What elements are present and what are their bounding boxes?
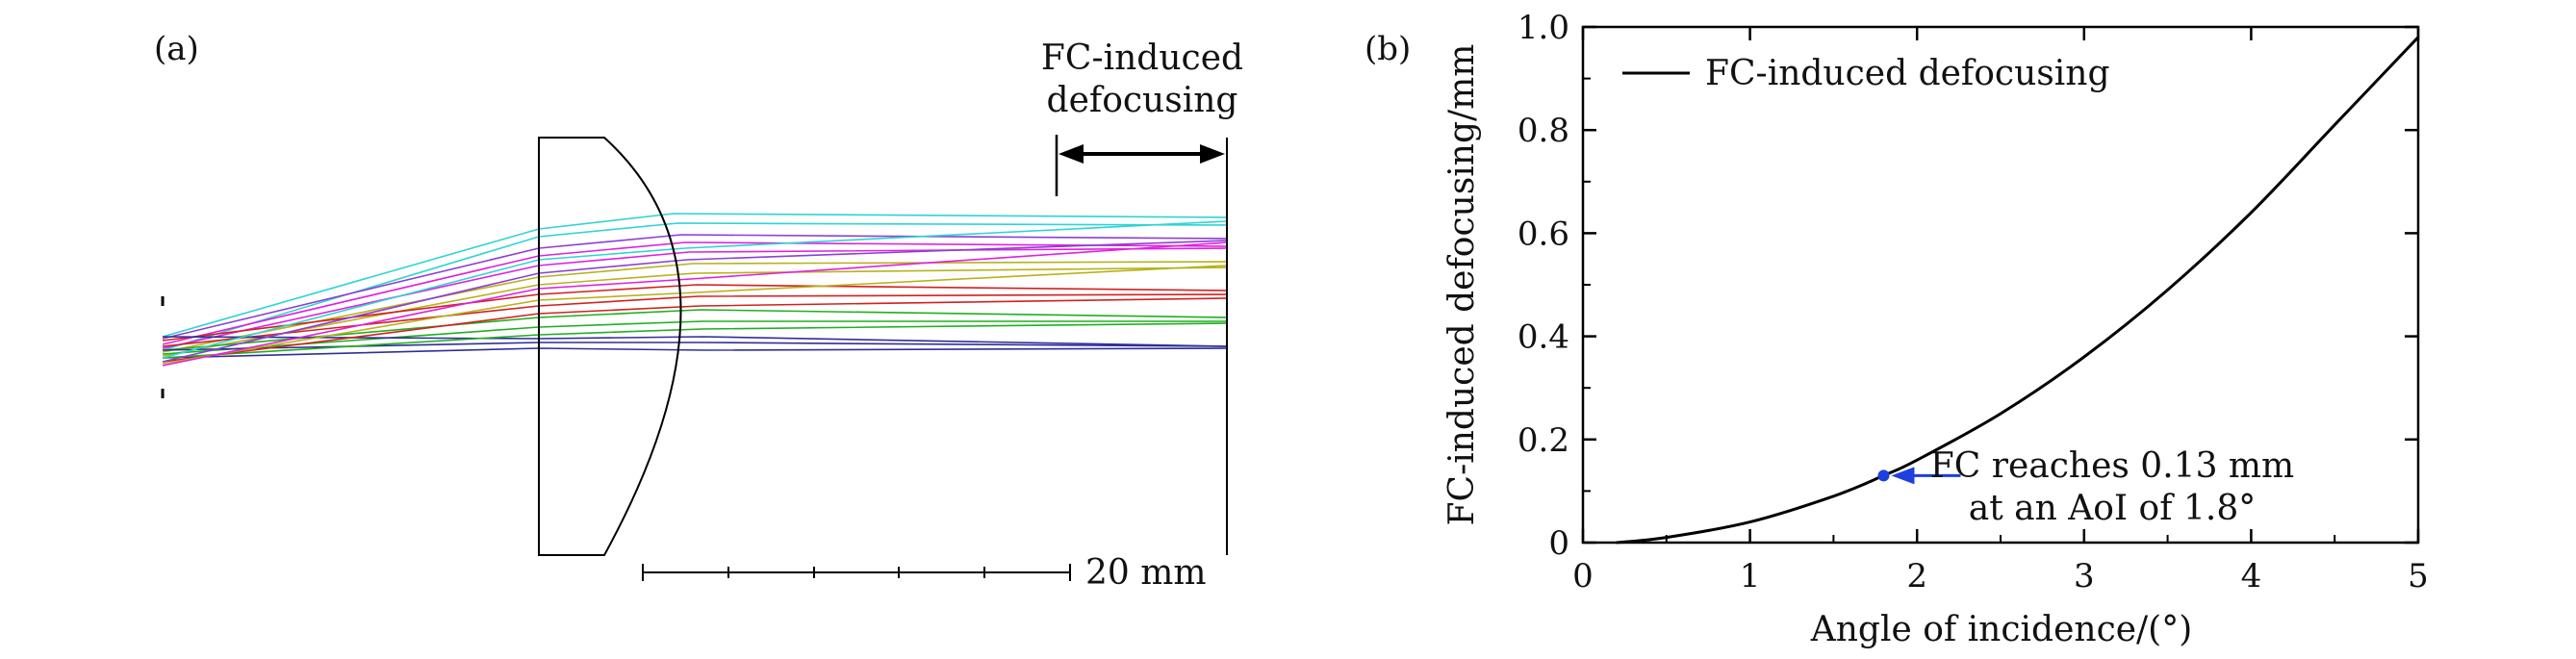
- ray: [162, 320, 1227, 355]
- x-tick-label: 5: [2408, 557, 2429, 596]
- panel-a-ray-diagram: (a) FC-induced defocusing 20 mm: [154, 30, 1243, 593]
- y-tick-label: 1.0: [1518, 9, 1569, 47]
- y-axis-title: FC-induced defocusing/mm: [1442, 44, 1482, 526]
- y-tick-label: 0: [1548, 524, 1569, 563]
- ray: [162, 265, 1228, 365]
- y-axis-ticks: 0 0.2 0.4 0.6 0.8 1.0: [1518, 9, 2418, 563]
- ray: [162, 241, 1228, 367]
- ray: [162, 234, 1228, 340]
- scale-bar-label: 20 mm: [1085, 553, 1207, 593]
- ray: [162, 220, 1228, 359]
- legend-label: FC-induced defocusing: [1705, 54, 2110, 93]
- x-tick-label: 3: [2074, 557, 2095, 596]
- ray: [162, 293, 1228, 347]
- ray: [162, 347, 1228, 359]
- highlight-point-1.8deg: [1877, 469, 1890, 482]
- callout-arrowhead: [1891, 467, 1915, 485]
- x-tick-label: 1: [1740, 557, 1761, 596]
- ray: [162, 241, 1228, 345]
- ray: [162, 297, 1228, 363]
- ray: [162, 261, 1228, 353]
- defocus-arrowhead-right: [1200, 144, 1225, 164]
- x-tick-label: 2: [1906, 557, 1927, 596]
- y-tick-label: 0.4: [1518, 318, 1569, 357]
- panel-a-label: (a): [154, 30, 199, 68]
- callout-text-line1: FC reaches 0.13 mm: [1930, 446, 2294, 486]
- x-axis-title: Angle of incidence/(°): [1810, 610, 2193, 649]
- x-tick-label: 0: [1572, 557, 1594, 596]
- ray: [162, 213, 1228, 338]
- defocus-arrowhead-left: [1058, 144, 1084, 164]
- plano-convex-lens: [538, 137, 682, 556]
- ray: [162, 266, 1228, 357]
- y-tick-label: 0.2: [1518, 421, 1569, 460]
- ray: [162, 240, 1228, 363]
- defocus-annotation-line2: defocusing: [1047, 81, 1238, 120]
- y-tick-label: 0.6: [1518, 215, 1569, 253]
- y-tick-label: 0.8: [1518, 112, 1569, 150]
- panel-b-chart: (b) 0 1 2 3 4 5 0 0.2 0.4 0.6 0.8 1.0 FC reaches 0…: [1365, 9, 2429, 649]
- series-line-fc-defocusing: [1616, 36, 2420, 545]
- ray: [162, 309, 1228, 351]
- ray: [162, 322, 1228, 359]
- callout-text-line2: at an AoI of 1.8°: [1969, 489, 2257, 528]
- defocus-annotation-line1: FC-induced: [1041, 38, 1243, 78]
- x-tick-label: 4: [2241, 557, 2262, 596]
- panel-b-label: (b): [1365, 30, 1411, 68]
- ray-bundle: [162, 213, 1228, 367]
- scale-bar: [642, 564, 1071, 581]
- x-axis-ticks: 0 1 2 3 4 5: [1572, 27, 2429, 596]
- legend: FC-induced defocusing: [1622, 54, 2110, 93]
